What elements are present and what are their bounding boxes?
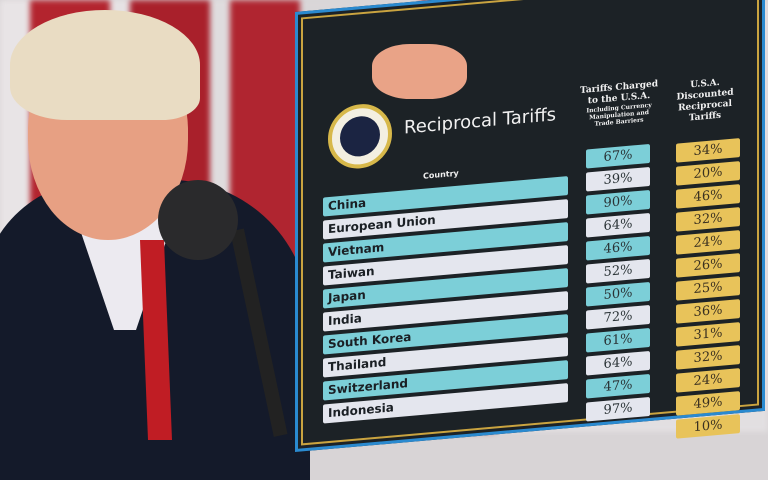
discounted-value: 31% bbox=[676, 322, 740, 347]
discounted-value: 24% bbox=[676, 368, 740, 393]
discounted-value: 20% bbox=[676, 161, 740, 186]
country-list: China European Union Vietnam Taiwan Japan Ind… bbox=[323, 176, 568, 427]
header-charged: Tariffs Charged to the U.S.A. Including C… bbox=[580, 79, 658, 129]
discounted-value: 36% bbox=[676, 299, 740, 324]
presidential-seal-icon bbox=[328, 101, 392, 172]
discounted-value: 32% bbox=[676, 207, 740, 232]
charged-value: 97% bbox=[586, 396, 650, 422]
charged-value: 46% bbox=[586, 235, 650, 261]
charged-value: 61% bbox=[586, 327, 650, 353]
header-country: Country bbox=[423, 168, 459, 181]
discounted-value: 34% bbox=[676, 138, 740, 163]
charged-value: 90% bbox=[586, 189, 650, 215]
hair bbox=[10, 10, 200, 120]
charged-value: 50% bbox=[586, 281, 650, 307]
tariff-board: Reciprocal Tariffs Tariffs Charged to th… bbox=[295, 0, 765, 452]
discounted-column: 34% 20% 46% 32% 24% 26% 25% 36% 31% 32% 24% 49% 10% bbox=[676, 138, 740, 443]
charged-value: 72% bbox=[586, 304, 650, 330]
charged-value: 47% bbox=[586, 373, 650, 399]
board-title: Reciprocal Tariffs bbox=[404, 104, 556, 139]
charged-value: 67% bbox=[586, 143, 650, 169]
header-discounted: U.S.A. Discounted Reciprocal Tariffs bbox=[676, 77, 734, 124]
discounted-value: 49% bbox=[676, 391, 740, 416]
discounted-value: 24% bbox=[676, 230, 740, 255]
microphone bbox=[158, 180, 238, 260]
charged-column: 67% 39% 90% 64% 46% 52% 50% 72% 61% 64% 47% 97% bbox=[586, 143, 650, 426]
hand bbox=[372, 44, 467, 99]
discounted-value: 10% bbox=[676, 414, 740, 439]
discounted-value: 26% bbox=[676, 253, 740, 278]
discounted-value: 25% bbox=[676, 276, 740, 301]
charged-value: 64% bbox=[586, 350, 650, 376]
charged-value: 64% bbox=[586, 212, 650, 238]
discounted-value: 46% bbox=[676, 184, 740, 209]
charged-value: 52% bbox=[586, 258, 650, 284]
charged-value: 39% bbox=[586, 166, 650, 192]
discounted-value: 32% bbox=[676, 345, 740, 370]
